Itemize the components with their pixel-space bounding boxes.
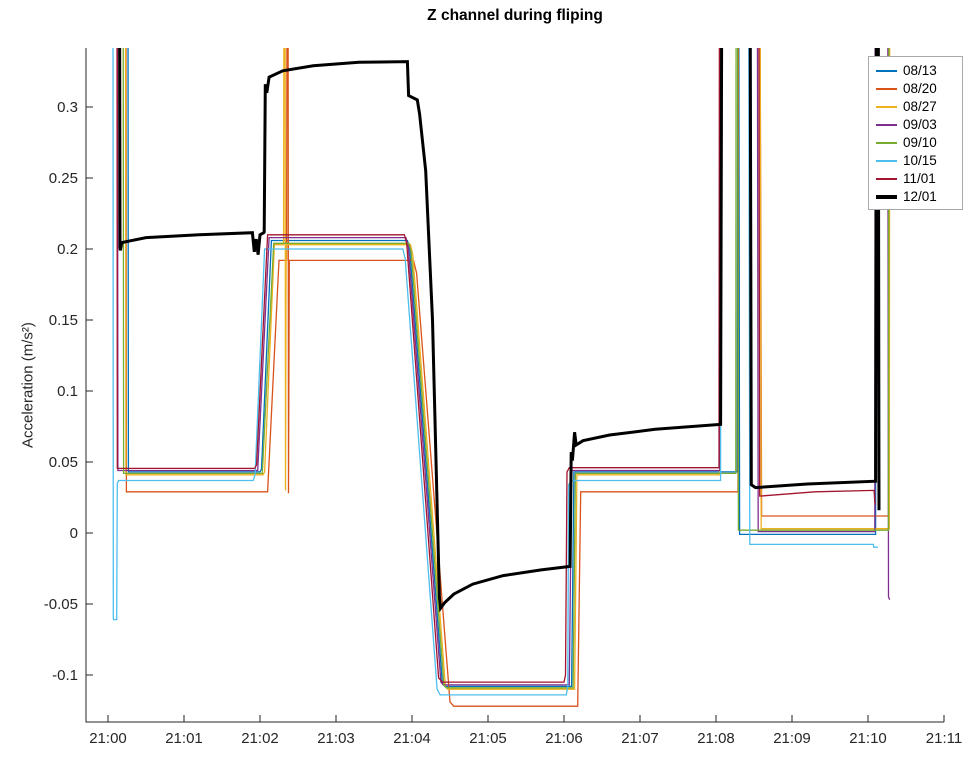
x-tick-label: 21:03 <box>317 730 355 747</box>
axes-spines <box>85 48 944 723</box>
legend-line-sample <box>876 160 897 162</box>
legend-entry-12-01: 12/01 <box>876 188 962 206</box>
legend-entry-09-03: 09/03 <box>876 116 962 134</box>
series-line-09-10 <box>122 48 890 689</box>
y-tick-label: 0.15 <box>49 312 78 329</box>
legend-line-sample <box>876 106 897 108</box>
x-tick-label: 21:05 <box>469 730 507 747</box>
legend-label: 09/10 <box>903 135 937 151</box>
legend-label: 11/01 <box>903 171 936 187</box>
series-line-08-13 <box>127 48 877 688</box>
x-tick-label: 21:06 <box>545 730 583 747</box>
legend-entry-10-15: 10/15 <box>876 152 962 170</box>
legend-label: 08/13 <box>903 63 937 79</box>
y-tick-label: 0.3 <box>57 99 78 116</box>
legend-label: 12/01 <box>903 189 937 205</box>
y-tick-label: 0.1 <box>57 383 78 400</box>
x-tick-label: 21:01 <box>165 730 203 747</box>
x-tick-label: 21:11 <box>926 730 962 747</box>
series-line-08-27 <box>124 48 891 690</box>
x-tick-label: 21:00 <box>89 730 127 747</box>
legend-line-sample <box>876 178 897 180</box>
legend-line-sample <box>876 88 897 90</box>
y-tick-label: 0 <box>70 525 78 542</box>
legend-box: 08/13 08/20 08/27 09/03 09/10 10/15 11/01 12/01 <box>868 56 963 210</box>
chart-title: Z channel during fliping <box>427 7 603 24</box>
y-tick-label: -0.1 <box>52 667 78 684</box>
legend-line-sample <box>876 70 897 72</box>
legend-entry-11-01: 11/01 <box>876 170 962 188</box>
series-line-11-01 <box>116 48 877 683</box>
legend-entry-09-10: 09/10 <box>876 134 962 152</box>
legend-label: 10/15 <box>903 153 937 169</box>
legend-label: 09/03 <box>903 117 937 133</box>
series-line-09-03 <box>116 48 891 686</box>
series-line-08-20 <box>125 48 890 707</box>
x-tick-label: 21:09 <box>773 730 811 747</box>
y-tick-label: -0.05 <box>44 596 78 613</box>
series-group <box>112 48 891 707</box>
legend-entry-08-27: 08/27 <box>876 98 962 116</box>
legend-label: 08/20 <box>903 81 937 97</box>
legend-line-sample <box>876 142 897 144</box>
x-tick-label: 21:10 <box>849 730 887 747</box>
x-tick-label: 21:02 <box>241 730 279 747</box>
legend-line-sample <box>876 195 897 199</box>
x-tick-label: 21:04 <box>393 730 431 747</box>
legend-entry-08-13: 08/13 <box>876 62 962 80</box>
series-line-12-01 <box>118 48 881 613</box>
series-line-10-15 <box>112 48 878 696</box>
x-tick-label: 21:08 <box>697 730 735 747</box>
y-tick-label: 0.2 <box>57 241 78 258</box>
y-tick-label: 0.05 <box>49 454 78 471</box>
legend-line-sample <box>876 124 897 126</box>
x-tick-label: 21:07 <box>621 730 659 747</box>
legend-entry-08-20: 08/20 <box>876 80 962 98</box>
y-tick-label: 0.25 <box>49 170 78 187</box>
y-axis-label: Acceleration (m/s²) <box>19 322 37 448</box>
legend-label: 08/27 <box>903 99 937 115</box>
